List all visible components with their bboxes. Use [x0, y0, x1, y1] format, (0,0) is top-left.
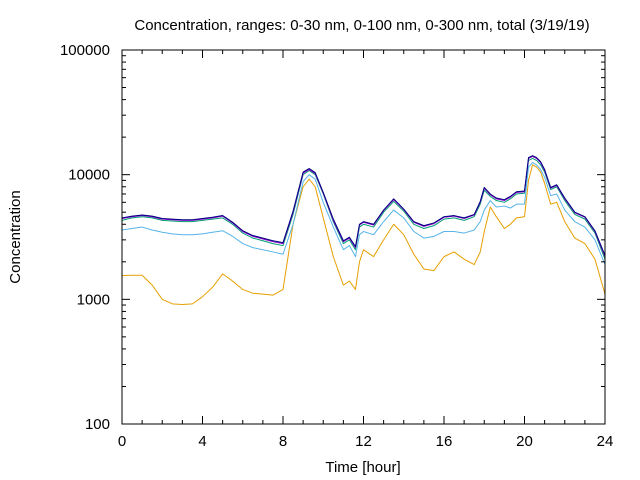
axis-layer: 0 4 8 12 16 20 24 100 1000 10000 100000: [60, 42, 613, 450]
chart-title: Concentration, ranges: 0-30 nm, 0-100 nm…: [134, 17, 589, 34]
x-tick-label: 24: [597, 433, 614, 450]
x-tick-label: 12: [355, 433, 372, 450]
x-tick-label: 0: [118, 433, 126, 450]
x-tick-label: 4: [198, 433, 206, 450]
x-tick-label: 8: [279, 433, 287, 450]
plot-frame: [121, 49, 606, 425]
y-tick-label: 100000: [60, 42, 110, 59]
series-line-5: [121, 155, 606, 256]
series-layer: [121, 155, 606, 305]
y-axis-label: Concentration: [7, 190, 24, 283]
series-line-3: [121, 157, 606, 260]
x-tick-label: 20: [516, 433, 533, 450]
series-line-1: [121, 164, 606, 305]
x-axis-label: Time [hour]: [325, 459, 400, 476]
series-line-2: [121, 162, 606, 265]
y-tick-label: 100: [85, 416, 110, 433]
x-tick-label: 16: [436, 433, 453, 450]
y-tick-label: 1000: [77, 291, 110, 308]
series-line-4: [121, 155, 606, 257]
y-tick-label: 10000: [68, 167, 110, 184]
